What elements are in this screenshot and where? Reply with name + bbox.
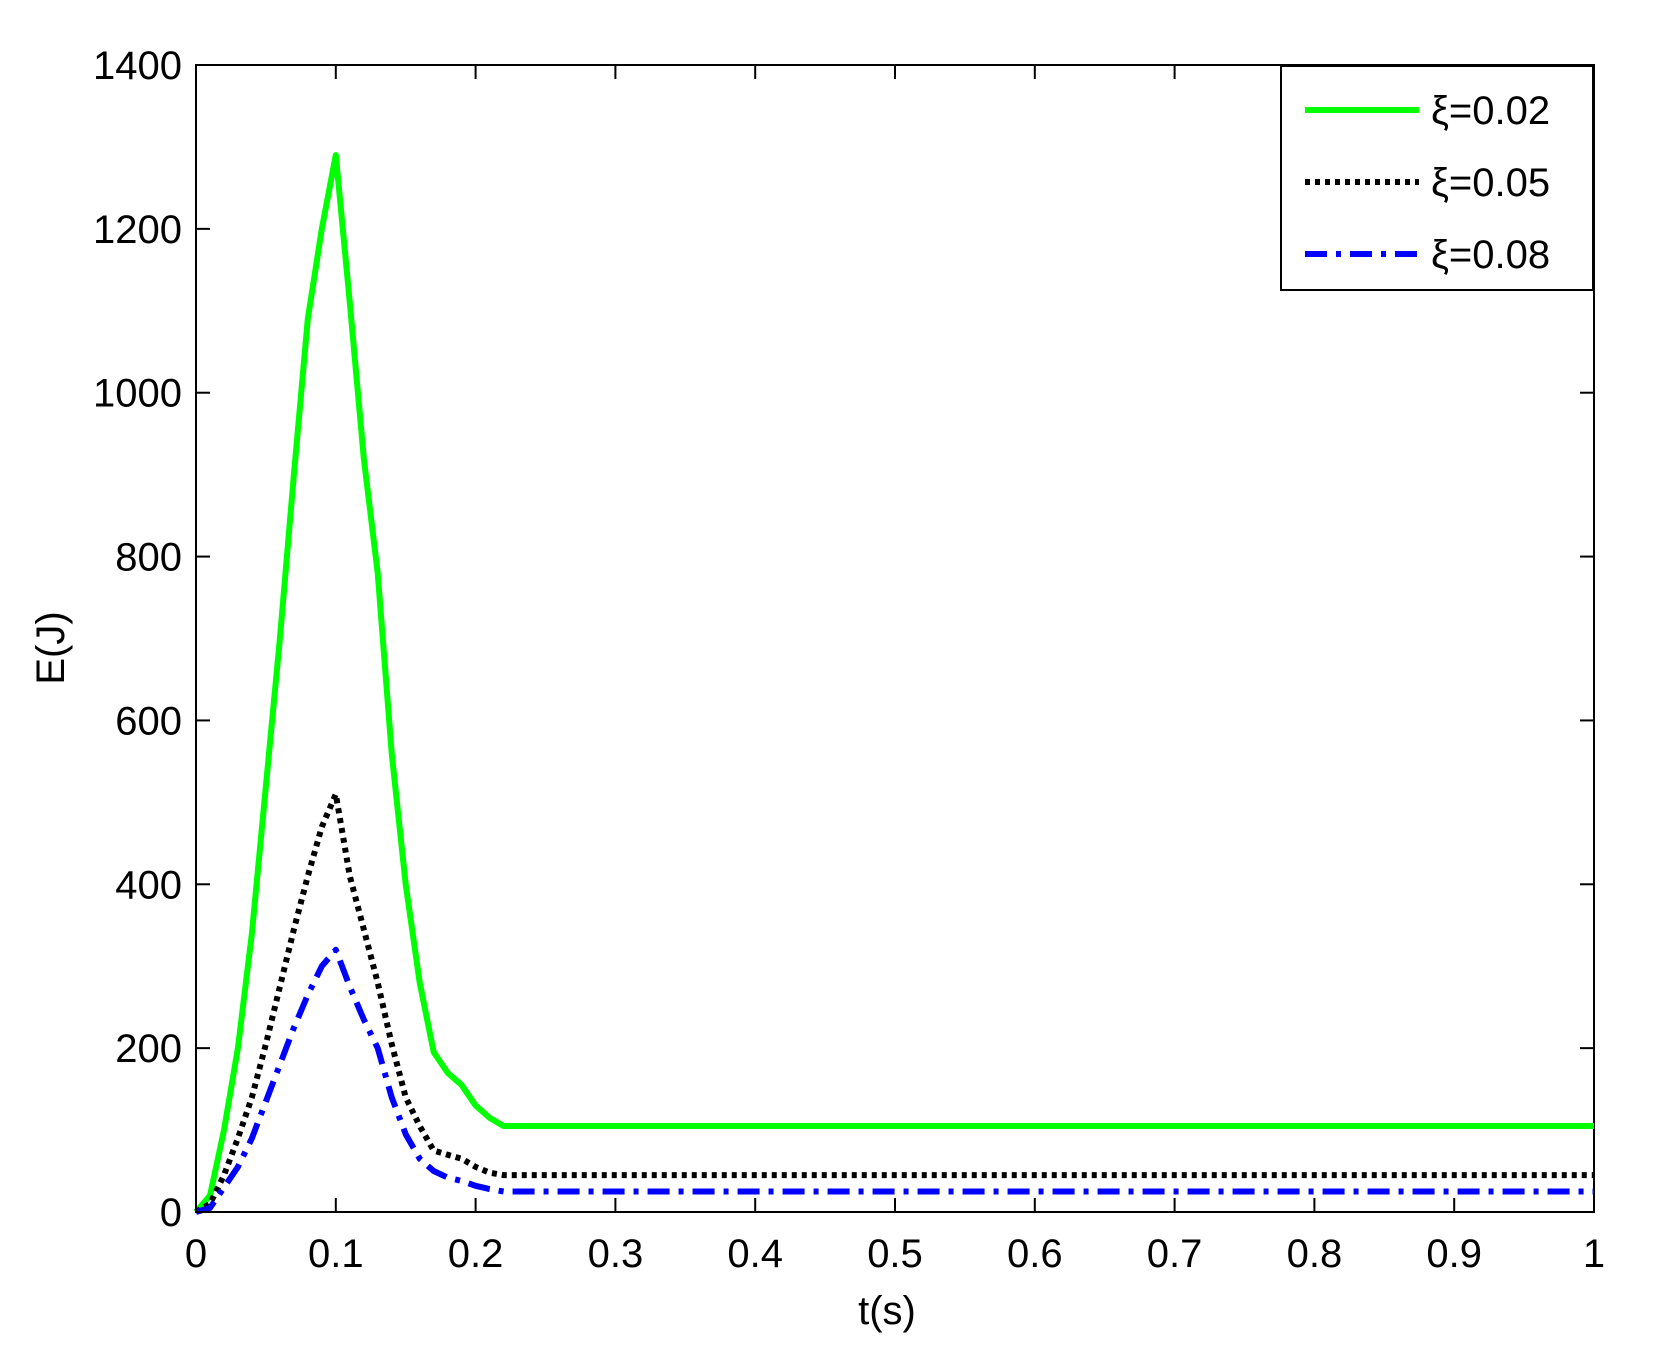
y-tick-label: 1200 [93, 208, 182, 252]
y-tick-label: 0 [160, 1191, 182, 1235]
series-layer [193, 152, 1594, 1215]
legend-label-2: ξ=0.05 [1431, 161, 1550, 205]
series-line-1 [193, 152, 1594, 1214]
axis-ticks: 0 0.1 0.2 0.3 0.4 0.5 0.6 0.7 0.8 0.9 1 0 200 400 600 8… [93, 44, 1605, 1276]
series-line-2 [194, 791, 1594, 1215]
legend-box [1280, 65, 1594, 291]
y-tick-label: 600 [115, 699, 182, 743]
legend-label-1: ξ=0.02 [1431, 89, 1550, 133]
y-tick-label: 1400 [93, 44, 182, 88]
x-tick-label: 0.2 [448, 1232, 504, 1276]
y-tick-label: 1000 [93, 372, 182, 416]
x-tick-label: 0.5 [867, 1232, 923, 1276]
x-tick-label: 0.3 [588, 1232, 644, 1276]
x-axis-label: t(s) [858, 1289, 916, 1333]
x-tick-label: 0.1 [308, 1232, 364, 1276]
x-tick-label: 0 [185, 1232, 207, 1276]
x-tick-label: 1 [1583, 1232, 1605, 1276]
y-axis-label: E(J) [29, 611, 73, 684]
legend: ξ=0.02 ξ=0.05 ξ=0.08 [1280, 65, 1594, 291]
legend-label-3: ξ=0.08 [1431, 233, 1550, 277]
x-tick-label: 0.7 [1147, 1232, 1203, 1276]
y-tick-label: 400 [115, 863, 182, 907]
x-tick-label: 0.4 [727, 1232, 783, 1276]
x-tick-label: 0.8 [1287, 1232, 1343, 1276]
y-tick-label: 200 [115, 1027, 182, 1071]
x-tick-label: 0.6 [1007, 1232, 1063, 1276]
series-line-3 [195, 946, 1594, 1215]
y-tick-label: 800 [115, 536, 182, 580]
x-tick-label: 0.9 [1426, 1232, 1482, 1276]
